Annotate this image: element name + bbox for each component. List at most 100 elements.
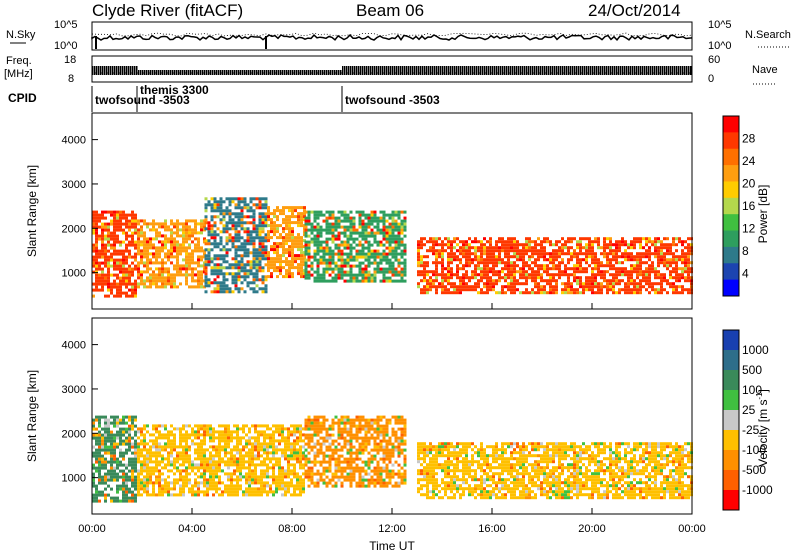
echo-cell (687, 270, 690, 274)
echo-cell (322, 276, 326, 280)
echo-cell (284, 451, 287, 455)
echo-cell (304, 463, 308, 467)
freq-sample (248, 70, 250, 75)
echo-cell (209, 469, 212, 473)
echo-cell (391, 213, 395, 217)
freq-sample (158, 70, 160, 75)
echo-cell (316, 276, 320, 280)
echo-cell (291, 230, 294, 234)
echo-cell (176, 493, 179, 497)
echo-cell (534, 282, 537, 286)
echo-cell (221, 436, 224, 440)
echo-cell (287, 472, 290, 476)
echo-cell (179, 463, 182, 467)
echo-cell (236, 427, 239, 431)
echo-cell (282, 236, 285, 240)
echo-cell (403, 234, 407, 238)
echo-cell (561, 261, 564, 265)
echo-cell (227, 433, 230, 437)
echo-cell (116, 291, 119, 295)
echo-cell (294, 242, 297, 246)
echo-cell (504, 243, 507, 247)
echo-cell (579, 291, 582, 295)
echo-cell (98, 282, 101, 286)
echo-cell (140, 258, 143, 262)
echo-cell (128, 487, 131, 491)
echo-cell (459, 279, 462, 283)
echo-cell (612, 255, 615, 259)
echo-cell (170, 424, 173, 428)
echo-cell (140, 442, 143, 446)
echo-cell (576, 279, 579, 283)
echo-cell (143, 466, 146, 470)
nsearch-trace (91, 32, 693, 37)
echo-cell (128, 475, 131, 479)
echo-cell (261, 287, 265, 291)
echo-cell (104, 252, 107, 256)
echo-cell (258, 206, 262, 210)
freq-sample (508, 66, 510, 75)
echo-cell (188, 246, 191, 250)
freq-sample (326, 70, 328, 75)
echo-cell (621, 261, 624, 265)
echo-cell (131, 210, 134, 214)
echo-cell (116, 415, 119, 419)
echo-cell (95, 499, 98, 503)
echo-cell (92, 436, 95, 440)
echo-cell (600, 291, 603, 295)
echo-cell (158, 276, 161, 280)
freq-sample (624, 66, 626, 75)
echo-cell (252, 287, 256, 291)
freq-sample (374, 66, 376, 75)
echo-cell (687, 249, 690, 253)
echo-cell (675, 249, 678, 253)
echo-cell (426, 282, 429, 286)
echo-cell (219, 266, 223, 270)
echo-cell (257, 433, 260, 437)
echo-cell (642, 279, 645, 283)
echo-cell (370, 228, 374, 232)
echo-cell (290, 472, 293, 476)
echo-cell (675, 258, 678, 262)
freq-sample (676, 66, 678, 75)
echo-cell (237, 239, 241, 243)
echo-cell (492, 285, 495, 289)
echo-cell (104, 282, 107, 286)
echo-cell (546, 264, 549, 268)
echo-cell (252, 242, 256, 246)
echo-cell (194, 219, 197, 223)
echo-cell (642, 270, 645, 274)
echo-cell (98, 493, 101, 497)
freq-sample (254, 70, 256, 75)
echo-cell (188, 267, 191, 271)
echo-cell (270, 224, 273, 228)
freq-sample (630, 66, 632, 75)
echo-cell (576, 261, 579, 265)
echo-cell (140, 234, 143, 238)
echo-cell (585, 243, 588, 247)
echo-cell (245, 433, 248, 437)
echo-cell (382, 222, 386, 226)
echo-cell (239, 436, 242, 440)
echo-cell (237, 287, 241, 291)
echo-cell (104, 276, 107, 280)
echo-cell (131, 219, 134, 223)
echo-cell (176, 255, 179, 259)
echo-cell (204, 209, 208, 213)
echo-cell (290, 442, 293, 446)
echo-cell (489, 258, 492, 262)
echo-cell (110, 246, 113, 250)
echo-cell (254, 490, 257, 494)
freq-sample (256, 70, 258, 75)
echo-cell (322, 261, 326, 265)
echo-cell (125, 430, 128, 434)
echo-cell (110, 415, 113, 419)
echo-cell (161, 240, 164, 244)
echo-cell (570, 267, 573, 271)
echo-cell (471, 270, 474, 274)
echo-cell (313, 415, 317, 419)
echo-cell (450, 285, 453, 289)
echo-cell (388, 279, 392, 283)
echo-cell (471, 240, 474, 244)
echo-cell (188, 243, 191, 247)
